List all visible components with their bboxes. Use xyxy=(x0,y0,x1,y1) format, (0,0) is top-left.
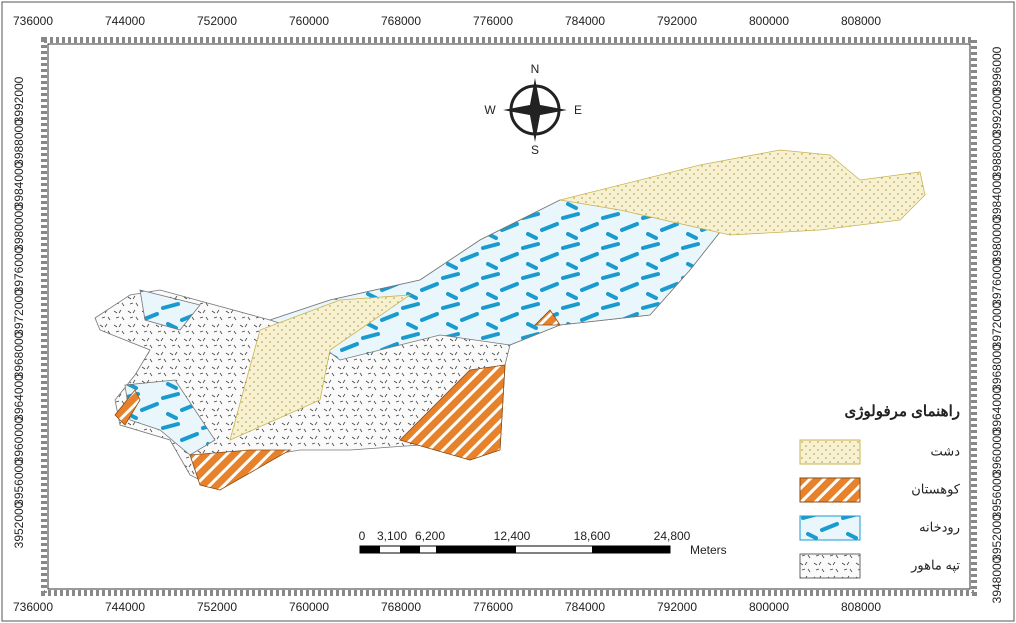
y-coord-label: 3960000 xyxy=(990,429,1004,476)
x-coord-label: 808000 xyxy=(841,600,881,614)
x-coord-label: 784000 xyxy=(565,600,605,614)
scale-label: 0 xyxy=(359,529,366,543)
y-coord-label: 3976000 xyxy=(990,259,1004,306)
y-coord-label: 3948000 xyxy=(990,556,1004,603)
y-coord-label: 3984000 xyxy=(990,174,1004,221)
y-coord-label: 3992000 xyxy=(12,76,26,123)
scale-unit: Meters xyxy=(690,543,727,557)
legend-swatch xyxy=(799,553,861,579)
x-coord-label: 776000 xyxy=(473,14,513,28)
y-coord-label: 3952000 xyxy=(12,501,26,548)
y-coord-label: 3952000 xyxy=(990,514,1004,561)
y-coord-label: 3992000 xyxy=(990,89,1004,136)
x-coord-label: 760000 xyxy=(289,14,329,28)
compass-n: N xyxy=(531,62,540,76)
legend-label: دشت xyxy=(931,443,961,458)
legend-swatch xyxy=(799,439,861,465)
scale-label: 24,800 xyxy=(654,529,691,543)
x-coord-label: 800000 xyxy=(749,600,789,614)
x-coord-label: 744000 xyxy=(105,600,145,614)
y-coord-label: 3980000 xyxy=(12,204,26,251)
x-coord-label: 792000 xyxy=(657,14,697,28)
x-coord-label: 768000 xyxy=(381,14,421,28)
legend-label: تپه ماهور xyxy=(910,557,960,573)
y-coord-label: 3968000 xyxy=(990,344,1004,391)
x-coord-label: 760000 xyxy=(289,600,329,614)
map-area xyxy=(94,149,926,491)
scale-label: 3,100 xyxy=(377,529,407,543)
legend-title: راهنمای مرفولوژی xyxy=(844,403,960,420)
x-coord-label: 736000 xyxy=(13,14,53,28)
legend-label: کوهستان xyxy=(911,481,961,497)
compass: N E S W xyxy=(484,62,582,157)
y-coord-label: 3996000 xyxy=(990,46,1004,93)
compass-s: S xyxy=(531,143,539,157)
y-coord-label: 3964000 xyxy=(12,374,26,421)
scale-seg xyxy=(592,546,670,553)
x-coord-label: 784000 xyxy=(565,14,605,28)
y-coord-label: 3968000 xyxy=(12,331,26,378)
y-coord-label: 3956000 xyxy=(12,459,26,506)
x-coord-label: 800000 xyxy=(749,14,789,28)
mountain-region xyxy=(114,309,561,491)
x-coord-label: 768000 xyxy=(381,600,421,614)
scale-bar: Meters xyxy=(359,543,727,557)
y-coord-label: 3964000 xyxy=(990,386,1004,433)
y-coord-label: 3980000 xyxy=(990,216,1004,263)
x-coord-label: 752000 xyxy=(197,600,237,614)
y-coord-label: 3956000 xyxy=(990,471,1004,518)
scale-seg xyxy=(400,546,420,553)
y-coord-label: 3960000 xyxy=(12,416,26,463)
river-region xyxy=(268,199,721,361)
compass-star xyxy=(503,78,567,142)
scale-seg xyxy=(436,546,516,553)
legend: راهنمای مرفولوژی xyxy=(844,403,960,420)
x-coord-label: 744000 xyxy=(105,14,145,28)
legend-label: رودخانه xyxy=(919,519,960,535)
y-coord-label: 3988000 xyxy=(12,119,26,166)
y-coord-label: 3988000 xyxy=(990,131,1004,178)
plain-region xyxy=(559,149,926,236)
tick-frame xyxy=(41,37,977,596)
compass-e: E xyxy=(574,103,582,117)
y-coord-label: 3972000 xyxy=(990,301,1004,348)
y-coord-label: 3972000 xyxy=(12,289,26,336)
scale-label: 6,200 xyxy=(415,529,445,543)
compass-w: W xyxy=(484,103,496,117)
scale-label: 18,600 xyxy=(574,529,611,543)
y-coord-label: 3976000 xyxy=(12,246,26,293)
scale-seg xyxy=(360,546,380,553)
legend-swatch xyxy=(799,477,861,503)
legend-swatch xyxy=(799,515,861,541)
scale-label: 12,400 xyxy=(494,529,531,543)
plain-region xyxy=(229,294,412,441)
x-coord-label: 736000 xyxy=(13,600,53,614)
x-coord-label: 792000 xyxy=(657,600,697,614)
x-coord-label: 752000 xyxy=(197,14,237,28)
x-coord-label: 776000 xyxy=(473,600,513,614)
x-coord-label: 808000 xyxy=(841,14,881,28)
y-coord-label: 3984000 xyxy=(12,161,26,208)
